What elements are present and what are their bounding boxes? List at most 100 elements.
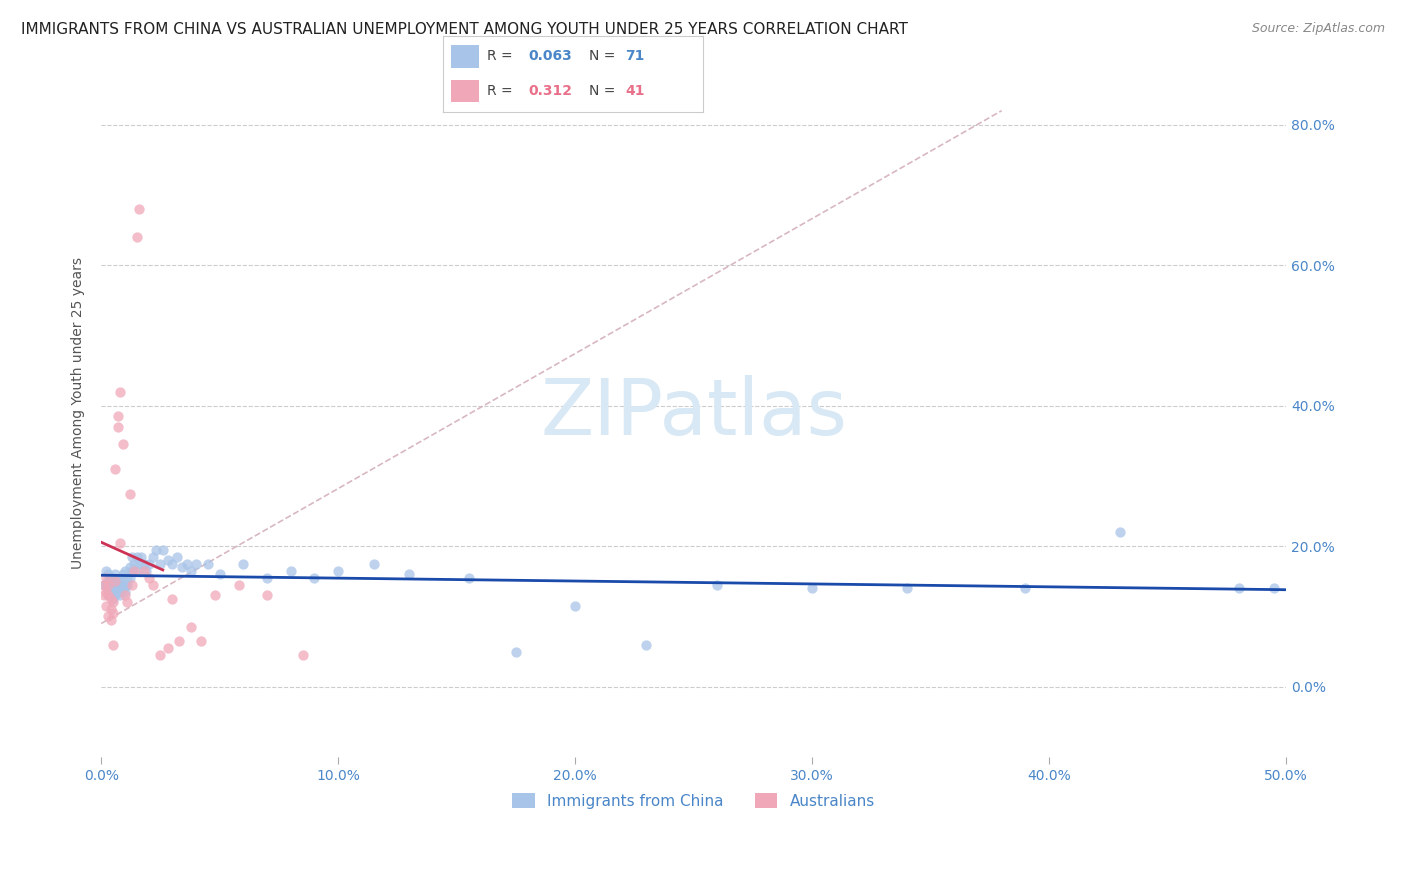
Point [107,582,129,596]
Point [101,571,124,585]
Point [564,599,586,613]
Point [169,634,191,648]
Point [128,202,150,216]
Point [1014,582,1036,596]
Point [232,557,254,571]
Point [104,588,127,602]
Point [208,567,231,582]
Point [328,564,350,578]
Point [125,549,148,564]
Point [101,638,124,652]
Point [97,578,120,592]
Point [100,602,122,616]
Point [94,564,117,578]
Point [706,578,728,592]
Point [117,571,139,585]
Point [118,486,141,500]
Text: 0.312: 0.312 [529,84,572,98]
Point [801,582,824,596]
Bar [451,79,479,103]
Point [156,641,179,656]
Point [118,560,141,574]
Text: 0.063: 0.063 [529,49,572,63]
Point [108,578,131,592]
Point [97,609,120,624]
Text: N =: N = [589,49,619,63]
Point [118,571,141,585]
Point [108,571,131,585]
Point [111,582,134,596]
Y-axis label: Unemployment Among Youth under 25 years: Unemployment Among Youth under 25 years [72,257,86,569]
Point [505,644,527,658]
Point [142,549,165,564]
Point [125,230,148,244]
Point [363,557,385,571]
Point [138,571,160,585]
Point [114,578,136,592]
Point [138,557,160,571]
Point [180,620,202,634]
Text: ZIPatlas: ZIPatlas [540,375,848,450]
Point [190,634,212,648]
Point [1263,582,1285,596]
Point [896,582,918,596]
Point [1227,582,1250,596]
Point [107,574,129,589]
Point [107,585,129,599]
Point [142,578,165,592]
Point [100,578,122,592]
Point [101,606,124,620]
Point [111,567,134,582]
Point [162,591,184,606]
Point [93,588,115,602]
Point [121,564,143,578]
Point [114,588,136,602]
Point [256,571,278,585]
Point [125,564,148,578]
Point [104,578,127,592]
Point [204,588,226,602]
Text: R =: R = [486,84,517,98]
Point [107,409,129,424]
Point [304,571,326,585]
Bar [451,45,479,68]
Point [117,595,139,609]
Point [128,557,150,571]
Point [132,557,155,571]
Text: R =: R = [486,49,517,63]
Point [101,591,124,606]
Point [100,591,122,606]
Point [135,564,157,578]
Point [117,578,139,592]
Point [121,549,143,564]
Point [101,595,124,609]
Point [100,571,122,585]
Point [97,588,120,602]
Point [149,648,172,662]
Point [398,567,420,582]
Point [280,564,302,578]
Point [156,553,179,567]
Point [149,557,172,571]
Point [100,613,122,627]
Point [111,437,134,451]
Text: 41: 41 [624,84,644,98]
Point [124,557,146,571]
Point [94,585,117,599]
Legend: Immigrants from China, Australians: Immigrants from China, Australians [506,787,882,814]
Point [108,384,131,399]
Point [132,564,155,578]
Point [291,648,314,662]
Point [94,578,117,592]
Point [121,578,143,592]
Point [93,578,115,592]
Point [176,557,198,571]
Point [108,588,131,602]
Point [108,535,131,549]
Point [94,599,117,613]
Point [104,574,127,589]
Point [114,585,136,599]
Point [97,574,120,589]
Text: 71: 71 [624,49,644,63]
Point [97,567,120,582]
